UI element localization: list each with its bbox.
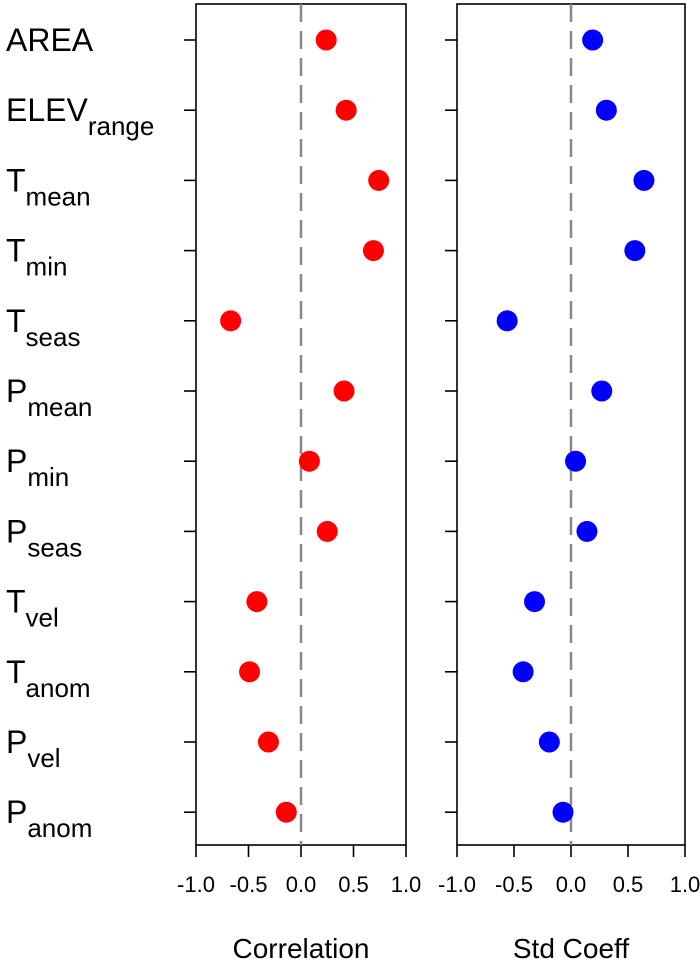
point-t-seas xyxy=(220,310,242,332)
x-tick-label: -0.5 xyxy=(495,872,533,897)
variable-label-t-vel: Tvel xyxy=(6,584,59,633)
point-t-anom xyxy=(239,661,261,683)
variable-label-t-min: Tmin xyxy=(6,233,67,282)
variable-label-p-min: Pmin xyxy=(6,443,69,492)
correlation-panel: -1.0 -0.5 0.0 0.5 1.0 Correlation xyxy=(177,3,422,964)
point-t-vel xyxy=(524,591,546,613)
point-p-mean xyxy=(591,380,613,402)
point-p-mean xyxy=(333,380,355,402)
x-axis-title: Correlation xyxy=(233,933,370,964)
point-t-mean xyxy=(368,169,390,191)
point-t-mean xyxy=(633,169,655,191)
variable-label-p-vel: Pvel xyxy=(6,724,61,773)
variable-label-area: AREA xyxy=(6,22,94,58)
point-t-min xyxy=(362,240,384,262)
x-tick-label: 1.0 xyxy=(670,872,700,897)
x-tick-label: -0.5 xyxy=(230,872,268,897)
variable-label-p-mean: Pmean xyxy=(6,373,92,422)
point-t-vel xyxy=(246,591,268,613)
point-p-anom xyxy=(552,801,574,823)
point-t-min xyxy=(624,240,646,262)
x-tick-label: -1.0 xyxy=(438,872,476,897)
x-tick-label: 0.5 xyxy=(338,872,369,897)
point-p-vel xyxy=(257,731,279,753)
point-p-min xyxy=(298,450,320,472)
x-tick-label: 0.5 xyxy=(613,872,644,897)
point-area xyxy=(315,29,337,51)
x-tick-label: 1.0 xyxy=(391,872,422,897)
x-tick-label: -1.0 xyxy=(177,872,215,897)
variable-label-t-mean: Tmean xyxy=(6,162,91,211)
variable-labels: AREA ELEVrange Tmean Tmin Tseas Pmean Pmin Psea… xyxy=(6,22,154,843)
x-tick-label: 0.0 xyxy=(556,872,587,897)
variable-label-p-seas: Pseas xyxy=(6,513,82,562)
variable-label-elev-range: ELEVrange xyxy=(6,92,154,141)
point-p-min xyxy=(565,450,587,472)
point-elev-range xyxy=(335,99,357,121)
x-axis-title: Std Coeff xyxy=(513,933,629,964)
std-coeff-panel: -1.0 -0.5 0.0 0.5 1.0 Std Coeff xyxy=(438,3,700,964)
point-t-anom xyxy=(512,661,534,683)
point-t-seas xyxy=(496,310,518,332)
x-tick-label: 0.0 xyxy=(286,872,317,897)
point-p-seas xyxy=(576,520,598,542)
point-area xyxy=(582,29,604,51)
variable-label-t-seas: Tseas xyxy=(6,303,80,352)
point-p-vel xyxy=(538,731,560,753)
point-p-anom xyxy=(275,801,297,823)
point-p-seas xyxy=(316,520,338,542)
variable-label-t-anom: Tanom xyxy=(6,654,91,703)
variable-label-p-anom: Panom xyxy=(6,794,92,843)
point-elev-range xyxy=(595,99,617,121)
